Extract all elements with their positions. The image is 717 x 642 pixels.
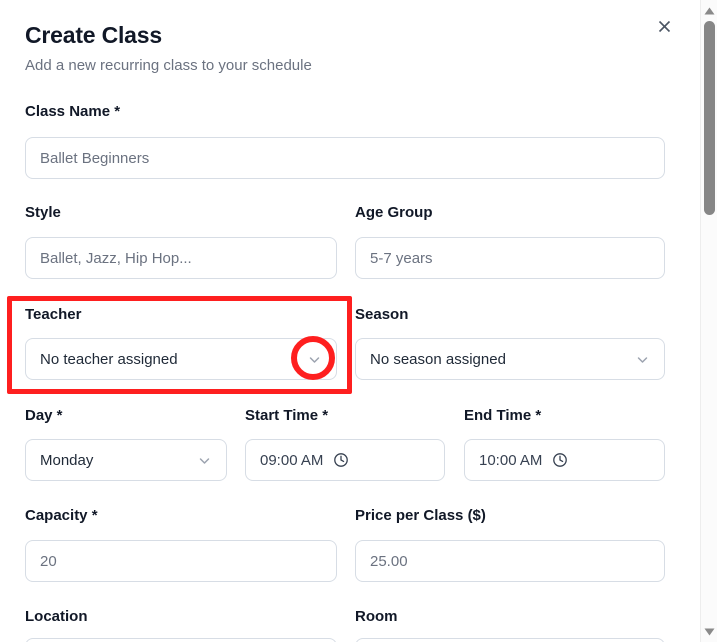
scroll-down-arrow-icon[interactable] [701, 623, 717, 640]
end-time-label: End Time * [464, 407, 542, 424]
style-input[interactable]: Ballet, Jazz, Hip Hop... [25, 237, 337, 279]
capacity-placeholder: 20 [40, 552, 57, 570]
chevron-down-icon [197, 453, 212, 468]
room-label: Room [355, 608, 398, 625]
price-input[interactable]: 25.00 [355, 540, 665, 582]
end-time-value: 10:00 AM [479, 451, 543, 469]
age-group-placeholder: 5-7 years [370, 249, 433, 267]
scrollbar[interactable] [700, 0, 717, 642]
teacher-label: Teacher [25, 306, 82, 323]
class-name-label: Class Name * [25, 103, 121, 120]
start-time-input[interactable]: 09:00 AM [245, 439, 445, 481]
capacity-label: Capacity * [25, 507, 98, 524]
page-title: Create Class [25, 22, 162, 48]
chevron-down-icon [635, 352, 650, 367]
scrollbar-thumb[interactable] [704, 21, 715, 215]
end-time-input[interactable]: 10:00 AM [464, 439, 665, 481]
scroll-up-arrow-icon[interactable] [701, 2, 717, 19]
location-input[interactable] [25, 638, 337, 642]
style-placeholder: Ballet, Jazz, Hip Hop... [40, 249, 192, 267]
dialog-content: Create Class Add a new recurring class t… [25, 15, 675, 642]
chevron-down-icon [307, 352, 322, 367]
season-select-value: No season assigned [370, 350, 506, 368]
capacity-input[interactable]: 20 [25, 540, 337, 582]
teacher-select-value: No teacher assigned [40, 350, 178, 368]
day-select-value: Monday [40, 451, 94, 469]
age-group-input[interactable]: 5-7 years [355, 237, 665, 279]
class-name-input[interactable]: Ballet Beginners [25, 137, 665, 179]
season-label: Season [355, 306, 409, 323]
room-input[interactable] [355, 638, 665, 642]
price-label: Price per Class ($) [355, 507, 486, 524]
start-time-label: Start Time * [245, 407, 329, 424]
close-icon[interactable] [653, 15, 675, 37]
season-select[interactable]: No season assigned [355, 338, 665, 380]
clock-icon[interactable] [333, 452, 349, 468]
age-group-label: Age Group [355, 204, 433, 221]
price-placeholder: 25.00 [370, 552, 408, 570]
day-select[interactable]: Monday [25, 439, 227, 481]
day-label: Day * [25, 407, 63, 424]
start-time-value: 09:00 AM [260, 451, 324, 469]
style-label: Style [25, 204, 61, 221]
dialog-subtitle: Add a new recurring class to your schedu… [25, 57, 312, 74]
teacher-select[interactable]: No teacher assigned [25, 338, 337, 380]
class-name-placeholder: Ballet Beginners [40, 149, 150, 167]
location-label: Location [25, 608, 88, 625]
clock-icon[interactable] [552, 452, 568, 468]
